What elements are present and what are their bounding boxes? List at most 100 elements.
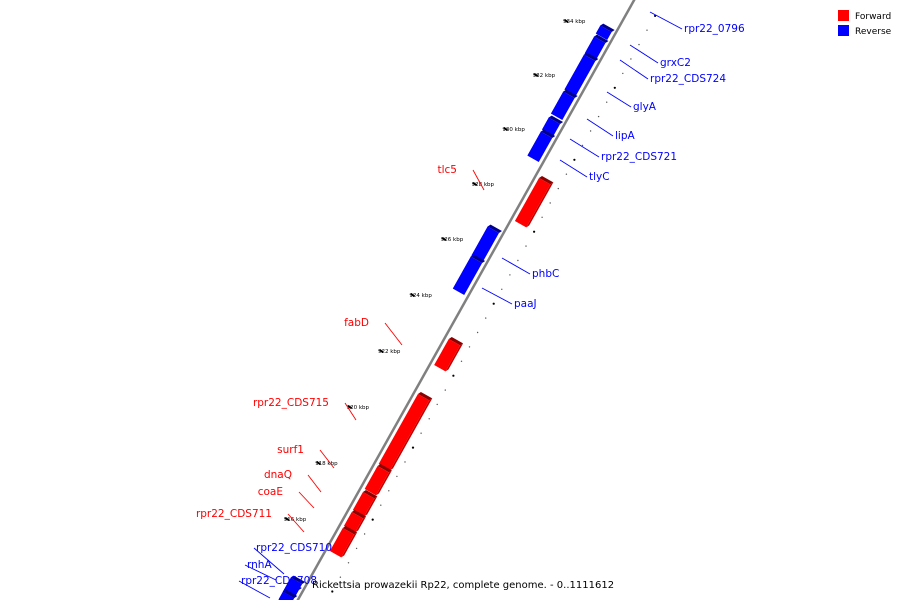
legend-reverse-swatch	[838, 25, 849, 36]
gene-feature-side	[351, 509, 367, 519]
gene-feature	[329, 525, 358, 558]
guide-dot	[613, 86, 616, 89]
guide-dot	[589, 130, 592, 132]
guide-dot	[388, 490, 390, 492]
gene-leader-line	[619, 59, 649, 80]
guide-dot	[428, 418, 430, 420]
gene-feature-top	[390, 398, 433, 471]
guide-dot	[646, 29, 648, 31]
gene-feature-side	[540, 129, 556, 139]
gene-feature-top	[445, 343, 464, 372]
guide-dot	[573, 158, 576, 161]
gene-feature-side	[539, 175, 554, 185]
gene-leader-line	[307, 474, 322, 493]
genome-backbone	[296, 0, 636, 600]
guide-dot	[565, 173, 568, 175]
guide-dot	[339, 576, 342, 578]
genome-caption: Rickettsia prowazekii Rp22, complete gen…	[312, 580, 614, 591]
gene-feature-body	[278, 591, 295, 600]
gene-leader-line	[559, 159, 588, 178]
tick-label: 916 kbp	[284, 517, 307, 523]
gene-feature-side	[342, 525, 358, 535]
guide-dot	[452, 374, 455, 377]
gene-label: grxC2	[660, 57, 691, 69]
tick-mark	[410, 293, 415, 297]
legend-forward-label: Forward	[855, 12, 891, 22]
gene-feature-side	[548, 115, 564, 125]
guide-dot	[436, 403, 438, 406]
guide-dot	[606, 101, 608, 103]
guide-dot	[331, 590, 334, 593]
gene-feature	[595, 23, 615, 41]
gene-feature	[452, 254, 486, 296]
gene-feature-top	[526, 182, 554, 228]
gene-feature	[514, 175, 554, 228]
gene-feature-side	[594, 34, 609, 44]
gene-label: coaE	[258, 486, 283, 498]
gene-feature-side	[290, 575, 306, 585]
gene-label: tlc5	[438, 164, 458, 176]
gene-feature-body	[343, 511, 364, 533]
guide-dot	[444, 389, 446, 391]
tick-mark	[472, 182, 478, 186]
gene-label: rpr22_CDS711	[196, 508, 272, 520]
gene-label: glyA	[633, 101, 657, 113]
gene-feature	[564, 52, 599, 97]
guide-dot	[396, 475, 398, 478]
guide-dot	[485, 317, 487, 319]
gene-label: rpr22_CDS708	[241, 575, 317, 587]
gene-feature-body	[364, 465, 389, 496]
guide-dot	[460, 360, 463, 362]
gene-feature	[278, 589, 298, 600]
gene-label: tlyC	[589, 171, 610, 183]
gene-label: paaJ	[514, 298, 537, 310]
gene-leader-line	[481, 287, 513, 305]
legend-forward-swatch	[838, 10, 849, 21]
gene-feature-body	[329, 527, 355, 558]
gene-feature-top	[375, 470, 392, 496]
kbp-ticks: 916 kbp 918 kbp 920 kbp 922 kbp 924 kbp 926 k…	[284, 19, 586, 523]
gene-feature-side	[584, 52, 599, 62]
gene-feature-body	[527, 131, 553, 163]
gene-leader-line	[319, 449, 335, 469]
gene-leader-line	[501, 257, 531, 275]
gene-feature-body	[595, 25, 612, 41]
legend-reverse-label: Reverse	[855, 27, 892, 37]
gene-leader-line	[569, 138, 600, 158]
gene-feature-body	[352, 491, 375, 517]
guide-dot	[404, 461, 406, 463]
tick-label: 920 kbp	[347, 405, 370, 411]
gene-feature-body	[471, 226, 499, 263]
gene-feature-side	[563, 89, 578, 99]
gene-feature-top	[341, 532, 358, 558]
tick-mark	[316, 461, 321, 465]
gene-feature	[364, 463, 392, 496]
tick-label: 928 kbp	[472, 182, 495, 188]
gene-leader-line	[244, 564, 277, 581]
gene-feature	[550, 89, 578, 121]
gene-feature-body	[452, 256, 483, 296]
guide-dot	[411, 446, 415, 449]
tick-label: 922 kbp	[378, 349, 401, 355]
gene-leader-line	[287, 513, 305, 533]
tick-mark	[441, 237, 447, 241]
tick-label: 934 kbp	[563, 19, 586, 25]
guide-dot	[533, 230, 536, 233]
gene-leader-line	[238, 580, 271, 599]
gene-features	[278, 0, 630, 600]
tick-mark	[284, 517, 290, 521]
gene-leader-line	[298, 491, 315, 509]
tick-mark	[347, 405, 353, 409]
gene-feature	[584, 34, 609, 61]
guide-dot	[371, 518, 374, 521]
tick-label: 918 kbp	[315, 461, 338, 467]
guide-dot	[476, 331, 479, 334]
gene-feature-side	[282, 589, 298, 599]
gene-feature-body	[584, 36, 606, 61]
gene-feature	[378, 391, 433, 471]
gene-label: lipA	[615, 130, 635, 142]
gene-label: surf1	[277, 444, 304, 456]
gene-leader-line	[649, 11, 683, 30]
tick-mark	[378, 349, 384, 353]
